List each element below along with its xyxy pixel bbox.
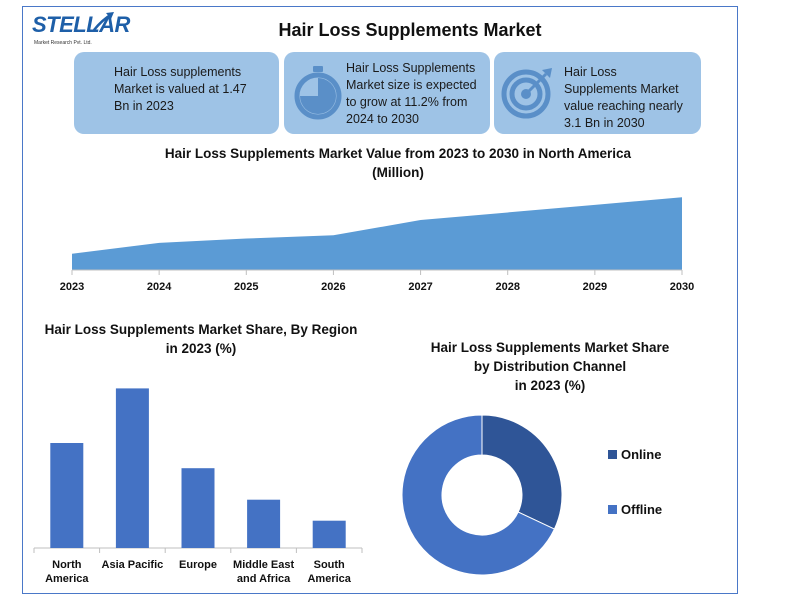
- bar-chart: North America Asia Pacific Europe Middle Eas…: [33, 388, 363, 585]
- card-line: to grow at 11.2% from: [346, 95, 468, 109]
- info-card-forecast: Hair Loss Supplements Market value reach…: [494, 52, 701, 134]
- category-label: South: [314, 559, 345, 571]
- legend-label: Online: [621, 447, 661, 462]
- bar: [50, 443, 84, 548]
- logo-text: STELLAR: [32, 12, 130, 37]
- donut-chart-title-line: in 2023 (%): [514, 378, 586, 393]
- category-label: Asia Pacific: [102, 559, 164, 571]
- bar-chart-title: Hair Loss Supplements Market Share, By R…: [30, 320, 372, 358]
- infographic-frame: [22, 6, 738, 594]
- donut-slice-online: [481, 414, 563, 530]
- bar-chart-title-line: Hair Loss Supplements Market Share, By R…: [44, 322, 358, 337]
- stopwatch-icon: [294, 66, 342, 120]
- target-icon: [501, 68, 552, 119]
- category-label: Europe: [179, 559, 217, 571]
- x-tick-label: 2030: [670, 281, 694, 293]
- card-line: Supplements Market: [564, 82, 679, 96]
- card-line: 3.1 Bn in 2030: [564, 116, 645, 130]
- area-chart-title: Hair Loss Supplements Market Value from …: [100, 144, 696, 182]
- donut-chart-title-line: by Distribution Channel: [473, 359, 627, 374]
- x-tick-label: 2025: [234, 281, 258, 293]
- x-tick-label: 2023: [60, 281, 84, 293]
- stellar-logo: STELLAR Market Research Pvt. Ltd.: [32, 10, 130, 50]
- area-chart: 2023 2024 2025 2026 2027 2028 2029 2030: [60, 197, 694, 293]
- area-chart-title-line: Hair Loss Supplements Market Value from …: [164, 146, 632, 161]
- x-tick-label: 2029: [583, 281, 607, 293]
- x-tick-label: 2026: [321, 281, 345, 293]
- card-line: Market size is expected: [346, 78, 477, 92]
- card-line: Bn in 2023: [114, 99, 174, 113]
- page-title: Hair Loss Supplements Market: [278, 20, 542, 40]
- area-series: [72, 197, 682, 270]
- legend-swatch: [608, 450, 617, 459]
- card-line: 2024 to 2030: [346, 112, 419, 126]
- legend-label: Offline: [621, 502, 662, 517]
- info-card-growth: Hair Loss Supplements Market size is exp…: [284, 52, 490, 134]
- category-label: America: [307, 573, 351, 585]
- bar: [247, 499, 281, 548]
- category-label: America: [45, 573, 89, 585]
- category-label: North: [52, 559, 82, 571]
- donut-slice-offline: [401, 414, 556, 576]
- bar: [181, 468, 215, 548]
- card-line: Hair Loss Supplements: [346, 61, 476, 75]
- donut-chart-title: Hair Loss Supplements Market Share by Di…: [400, 338, 700, 395]
- donut-chart-title-line: Hair Loss Supplements Market Share: [430, 340, 670, 355]
- x-tick-label: 2028: [495, 281, 519, 293]
- x-tick-label: 2027: [408, 281, 432, 293]
- bar: [312, 520, 346, 548]
- bar: [115, 388, 149, 548]
- logo-subtext: Market Research Pvt. Ltd.: [34, 40, 92, 46]
- card-line: Market is valued at 1.47: [114, 82, 247, 96]
- card-line: value reaching nearly: [564, 99, 683, 113]
- category-label: Middle East: [233, 559, 294, 571]
- area-chart-title-line: (Million): [372, 165, 424, 180]
- donut-chart: Online Offline: [401, 414, 662, 576]
- category-label: and Africa: [237, 573, 291, 585]
- legend-swatch: [608, 505, 617, 514]
- bar-chart-title-line: in 2023 (%): [165, 341, 237, 356]
- x-tick-label: 2024: [147, 281, 172, 293]
- card-line: Hair Loss: [564, 65, 617, 79]
- logo-arrow-icon: [93, 12, 114, 31]
- info-card-valuation: Hair Loss supplements Market is valued a…: [74, 52, 279, 134]
- card-line: Hair Loss supplements: [114, 65, 242, 79]
